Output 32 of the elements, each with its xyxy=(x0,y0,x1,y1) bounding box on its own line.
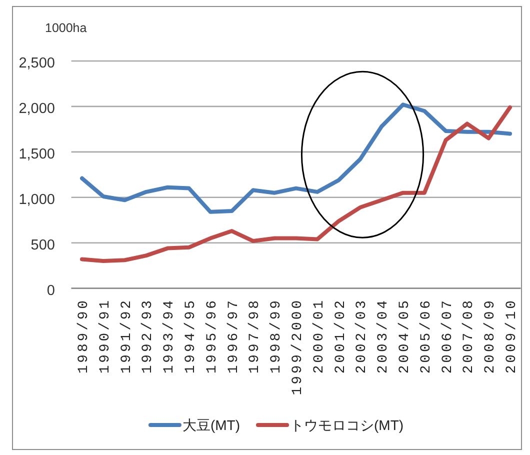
y-tick-label: 500 xyxy=(30,237,55,254)
x-tick-label: 1994/95 xyxy=(183,298,199,374)
y-tick-label: 2,000 xyxy=(18,100,55,117)
line-series xyxy=(80,102,512,214)
y-tick-label: 1,000 xyxy=(18,192,55,208)
x-tick-label: 1991/92 xyxy=(118,298,135,374)
legend-label: トウモロコシ(MT) xyxy=(290,417,404,433)
x-tick-label: 2002/03 xyxy=(354,298,370,374)
line-series xyxy=(80,105,512,264)
y-tick-label: 1,500 xyxy=(18,146,55,162)
x-tick-label: 1997/98 xyxy=(247,298,264,374)
x-tick-label: 1992/93 xyxy=(140,298,156,374)
x-tick-label: 2001/02 xyxy=(332,298,349,374)
x-tick-label: 2004/05 xyxy=(397,298,413,374)
x-tick-label: 1990/91 xyxy=(97,298,114,374)
x-tick-label: 1989/90 xyxy=(76,298,92,374)
x-tick-label: 1996/97 xyxy=(226,298,242,374)
y-tick-label: 0 xyxy=(46,282,55,299)
legend-label: 大豆(MT) xyxy=(182,417,240,433)
y-axis-title: 1000ha xyxy=(45,21,87,35)
x-tick-label: 2006/07 xyxy=(440,298,456,374)
x-tick-label: 2007/08 xyxy=(461,298,478,374)
x-tick-label: 2009/10 xyxy=(504,298,520,374)
x-tick-label: 1999/2000 xyxy=(290,298,306,396)
y-tick-label: 2,500 xyxy=(18,56,55,72)
x-tick-label: 1993/94 xyxy=(162,298,178,374)
x-tick-label: 1998/99 xyxy=(268,298,285,374)
x-tick-label: 2000/01 xyxy=(311,298,328,374)
x-tick-label: 2003/04 xyxy=(376,298,392,374)
x-tick-label: 2005/06 xyxy=(418,298,434,374)
x-tick-label: 2008/09 xyxy=(482,298,499,374)
x-tick-label: 1995/96 xyxy=(204,298,220,374)
